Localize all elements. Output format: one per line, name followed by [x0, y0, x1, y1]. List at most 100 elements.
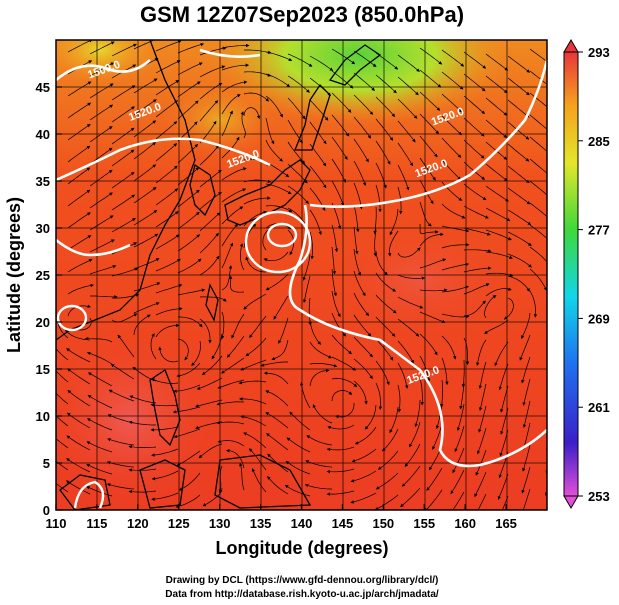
streamline [66, 412, 91, 429]
streamline [476, 339, 487, 366]
streamline [265, 412, 289, 429]
streamline [67, 40, 93, 53]
streamline [375, 184, 382, 213]
streamline [353, 248, 362, 276]
streamline [485, 251, 513, 259]
streamline [507, 231, 532, 246]
streamline [463, 266, 492, 273]
streamline [397, 384, 402, 413]
streamline [441, 49, 465, 67]
streamline [419, 91, 441, 111]
streamline [353, 116, 372, 139]
geopotential-contours [56, 48, 547, 509]
streamline [56, 348, 69, 361]
streamline [500, 407, 509, 435]
streamline [476, 427, 487, 455]
streamline [199, 100, 219, 122]
streamline [175, 494, 201, 509]
streamline [463, 337, 470, 366]
streamline [397, 362, 409, 389]
streamline [89, 264, 117, 275]
streamline [284, 484, 311, 497]
streamline [484, 319, 509, 335]
streamline [133, 186, 157, 204]
streamline [245, 256, 267, 273]
streamline [404, 443, 421, 467]
streamline [529, 92, 547, 108]
streamline [441, 137, 462, 158]
streamline [177, 100, 199, 120]
streamline [309, 143, 327, 167]
streamline [67, 235, 92, 251]
streamline [456, 403, 465, 431]
streamline [221, 43, 250, 49]
streamline [387, 230, 399, 257]
y-tick-label: 25 [36, 268, 50, 283]
streamline [485, 207, 511, 222]
streamline [507, 165, 530, 184]
streamline [485, 287, 512, 297]
streamline [331, 334, 352, 355]
streamline [111, 149, 135, 167]
streamline [155, 188, 179, 206]
streamline [287, 119, 303, 144]
x-tick-label: 160 [454, 516, 476, 531]
streamline [546, 382, 547, 387]
streamline [485, 163, 508, 182]
streamline [155, 323, 180, 338]
streamline [155, 60, 181, 74]
streamline [426, 467, 443, 491]
streamline [331, 268, 337, 297]
streamline [67, 390, 91, 407]
streamline [66, 435, 91, 451]
streamline [546, 360, 547, 365]
streamline [173, 384, 201, 393]
colorbar-tick-label: 277 [588, 223, 610, 238]
streamline [522, 400, 531, 428]
y-axis-label: Latitude (degrees) [4, 197, 24, 353]
streamline [304, 483, 332, 490]
streamline [267, 453, 289, 473]
streamline [327, 424, 355, 430]
streamline [265, 273, 289, 291]
streamline [375, 360, 390, 386]
streamline [507, 121, 530, 140]
streamline [375, 74, 397, 94]
streamline [66, 458, 91, 473]
streamline [373, 228, 377, 257]
streamline [177, 189, 200, 208]
streamline [353, 50, 377, 68]
streamline [441, 203, 466, 219]
streamline [155, 121, 178, 140]
colorbar: 293 285 277 269 261 253 [563, 39, 610, 509]
streamline [441, 242, 470, 249]
streamline [507, 187, 531, 205]
streamline [111, 218, 136, 233]
y-axis-ticks: 0 5 10 15 20 25 30 35 40 45 [36, 80, 62, 518]
streamline [218, 465, 223, 494]
streamline [263, 251, 289, 262]
streamline [260, 361, 288, 367]
streamline [198, 443, 223, 459]
streamline [151, 492, 179, 501]
streamline [287, 185, 309, 205]
streamline [128, 445, 157, 449]
cool-air-region [210, 40, 510, 125]
streamline [199, 82, 223, 100]
streamline [507, 143, 530, 162]
streamline [375, 272, 397, 292]
streamline [111, 293, 140, 299]
streamline [177, 143, 199, 164]
streamline [305, 460, 333, 468]
streamline [56, 370, 69, 383]
streamline [452, 491, 465, 510]
streamline [89, 104, 114, 121]
streamline [201, 355, 223, 376]
streamline [239, 243, 245, 271]
streamline [199, 46, 227, 56]
streamline [375, 96, 396, 118]
streamline [243, 293, 267, 310]
streamline [287, 75, 310, 93]
streamline [89, 126, 113, 143]
